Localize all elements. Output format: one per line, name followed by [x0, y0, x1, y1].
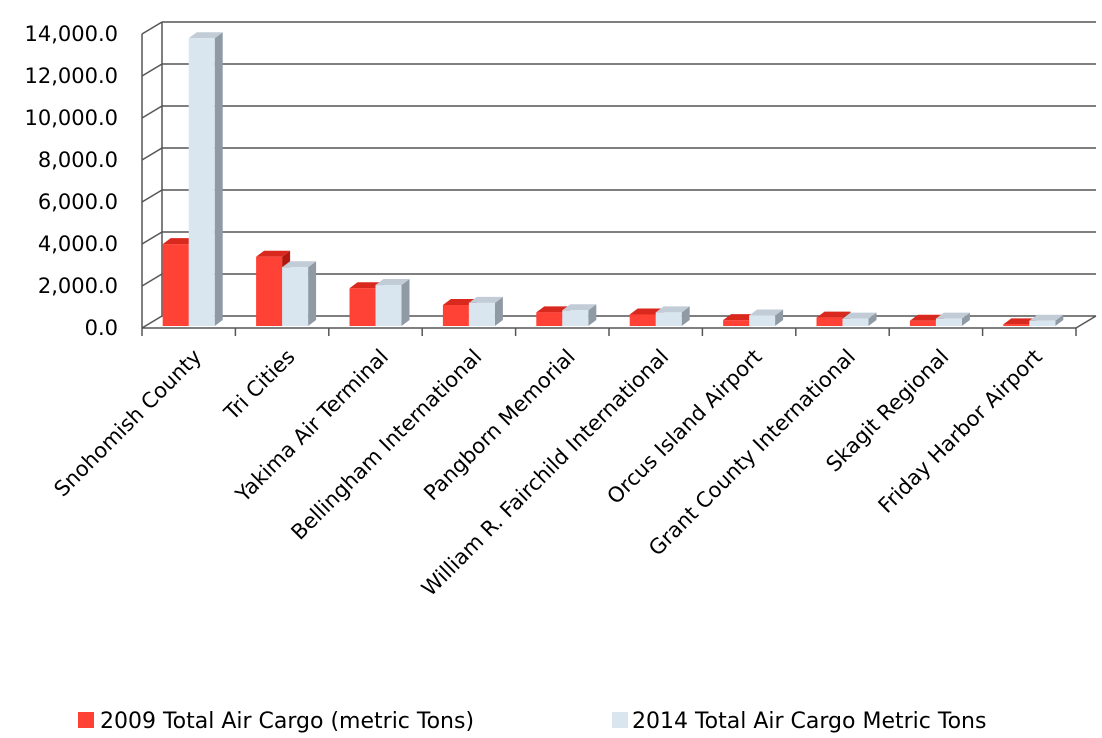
chart-axes — [141, 22, 1097, 336]
y-tick-label: 6,000.0 — [38, 190, 118, 214]
y-tick-label: 14,000.0 — [24, 22, 118, 46]
bar — [655, 306, 690, 326]
chart-gridlines — [141, 21, 1096, 329]
legend-item: 2014 Total Air Cargo Metric Tons — [612, 709, 986, 734]
y-tick-label: 10,000.0 — [24, 106, 118, 130]
x-tick-label: Tri Cities — [219, 345, 300, 426]
bar — [468, 296, 503, 326]
gridline — [141, 189, 1096, 203]
chart-legend: 2009 Total Air Cargo (metric Tons) 2014 T… — [78, 709, 986, 734]
legend-label: 2014 Total Air Cargo Metric Tons — [632, 709, 986, 734]
gridline — [141, 273, 1096, 287]
bar — [282, 261, 317, 326]
x-tick-label: Bellingham International — [286, 345, 486, 545]
gridline — [141, 147, 1096, 161]
chart-bars — [162, 32, 1064, 327]
bar — [188, 32, 223, 327]
gridline — [141, 105, 1096, 119]
bar — [375, 279, 410, 326]
gridline — [141, 231, 1096, 245]
x-tick-label: Orcus Island Airport — [602, 345, 766, 509]
y-tick-label: 4,000.0 — [38, 232, 118, 256]
x-tick-label: Friday Harbor Airport — [874, 345, 1047, 518]
y-tick-label: 2,000.0 — [38, 274, 118, 298]
bar — [935, 312, 970, 326]
y-axis-tick-labels: 0.0 2,000.0 4,000.0 6,000.0 8,000.0 10,000.0 1… — [24, 22, 118, 340]
bar — [562, 304, 597, 326]
bar — [749, 309, 784, 326]
legend-label: 2009 Total Air Cargo (metric Tons) — [100, 709, 474, 734]
bar — [1029, 314, 1064, 326]
y-tick-label: 12,000.0 — [24, 64, 118, 88]
gridline — [141, 63, 1096, 77]
legend-swatch — [78, 712, 94, 728]
gridline — [141, 21, 1096, 35]
x-tick-label: Snohomish County — [50, 345, 207, 502]
x-tick-label: Pangborn Memorial — [419, 345, 580, 506]
bar — [842, 312, 877, 326]
floor-edge — [1075, 315, 1097, 329]
legend-swatch — [612, 712, 628, 728]
y-tick-label: 0.0 — [85, 316, 118, 340]
x-tick-label: Yakima Air Terminal — [230, 345, 393, 508]
y-tick-label: 8,000.0 — [38, 148, 118, 172]
legend-item: 2009 Total Air Cargo (metric Tons) — [78, 709, 474, 734]
